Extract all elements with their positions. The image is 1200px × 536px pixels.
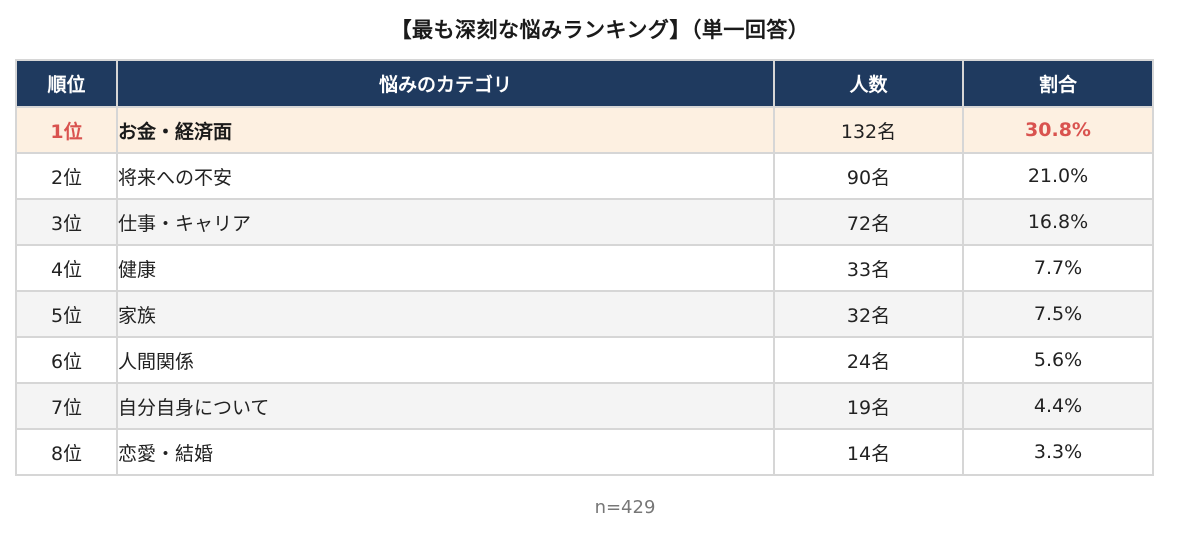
category-cell: 仕事・キャリア bbox=[116, 198, 775, 246]
rank-cell: 8位 bbox=[15, 428, 118, 476]
header-rank: 順位 bbox=[15, 59, 118, 108]
category-cell: 健康 bbox=[116, 244, 775, 292]
percent-cell: 7.7% bbox=[962, 244, 1154, 292]
percent-cell: 16.8% bbox=[962, 198, 1154, 246]
table-title: 【最も深刻な悩みランキング】（単一回答） bbox=[390, 18, 810, 42]
header-category: 悩みのカテゴリ bbox=[116, 59, 775, 108]
rank-cell: 1位 bbox=[15, 106, 118, 154]
category-cell: 自分自身について bbox=[116, 382, 775, 430]
count-cell: 14名 bbox=[773, 428, 964, 476]
ranking-table: 順位 悩みのカテゴリ 人数 割合 1位 お金・経済面 132名 30.8% 2位… bbox=[15, 59, 1154, 476]
count-cell: 32名 bbox=[773, 290, 964, 338]
rank-cell: 5位 bbox=[15, 290, 118, 338]
rank-cell: 7位 bbox=[15, 382, 118, 430]
table-row: 1位 お金・経済面 132名 30.8% bbox=[15, 106, 1154, 154]
percent-cell: 5.6% bbox=[962, 336, 1154, 384]
table-row: 5位 家族 32名 7.5% bbox=[15, 290, 1154, 338]
count-cell: 72名 bbox=[773, 198, 964, 246]
header-percent: 割合 bbox=[962, 59, 1154, 108]
percent-cell: 3.3% bbox=[962, 428, 1154, 476]
category-cell: 家族 bbox=[116, 290, 775, 338]
table-row: 6位 人間関係 24名 5.6% bbox=[15, 336, 1154, 384]
table-row: 3位 仕事・キャリア 72名 16.8% bbox=[15, 198, 1154, 246]
table-row: 7位 自分自身について 19名 4.4% bbox=[15, 382, 1154, 430]
count-cell: 132名 bbox=[773, 106, 964, 154]
category-cell: 将来への不安 bbox=[116, 152, 775, 200]
percent-cell: 21.0% bbox=[962, 152, 1154, 200]
rank-cell: 4位 bbox=[15, 244, 118, 292]
count-cell: 90名 bbox=[773, 152, 964, 200]
sample-size-note: n=429 bbox=[594, 497, 656, 518]
table-row: 4位 健康 33名 7.7% bbox=[15, 244, 1154, 292]
percent-cell: 30.8% bbox=[962, 106, 1154, 154]
header-count: 人数 bbox=[773, 59, 964, 108]
percent-cell: 4.4% bbox=[962, 382, 1154, 430]
table-row: 2位 将来への不安 90名 21.0% bbox=[15, 152, 1154, 200]
rank-cell: 2位 bbox=[15, 152, 118, 200]
table-row: 8位 恋愛・結婚 14名 3.3% bbox=[15, 428, 1154, 476]
count-cell: 19名 bbox=[773, 382, 964, 430]
rank-cell: 3位 bbox=[15, 198, 118, 246]
category-cell: お金・経済面 bbox=[116, 106, 775, 154]
table-header-row: 順位 悩みのカテゴリ 人数 割合 bbox=[15, 59, 1154, 108]
category-cell: 恋愛・結婚 bbox=[116, 428, 775, 476]
count-cell: 24名 bbox=[773, 336, 964, 384]
category-cell: 人間関係 bbox=[116, 336, 775, 384]
count-cell: 33名 bbox=[773, 244, 964, 292]
rank-cell: 6位 bbox=[15, 336, 118, 384]
percent-cell: 7.5% bbox=[962, 290, 1154, 338]
